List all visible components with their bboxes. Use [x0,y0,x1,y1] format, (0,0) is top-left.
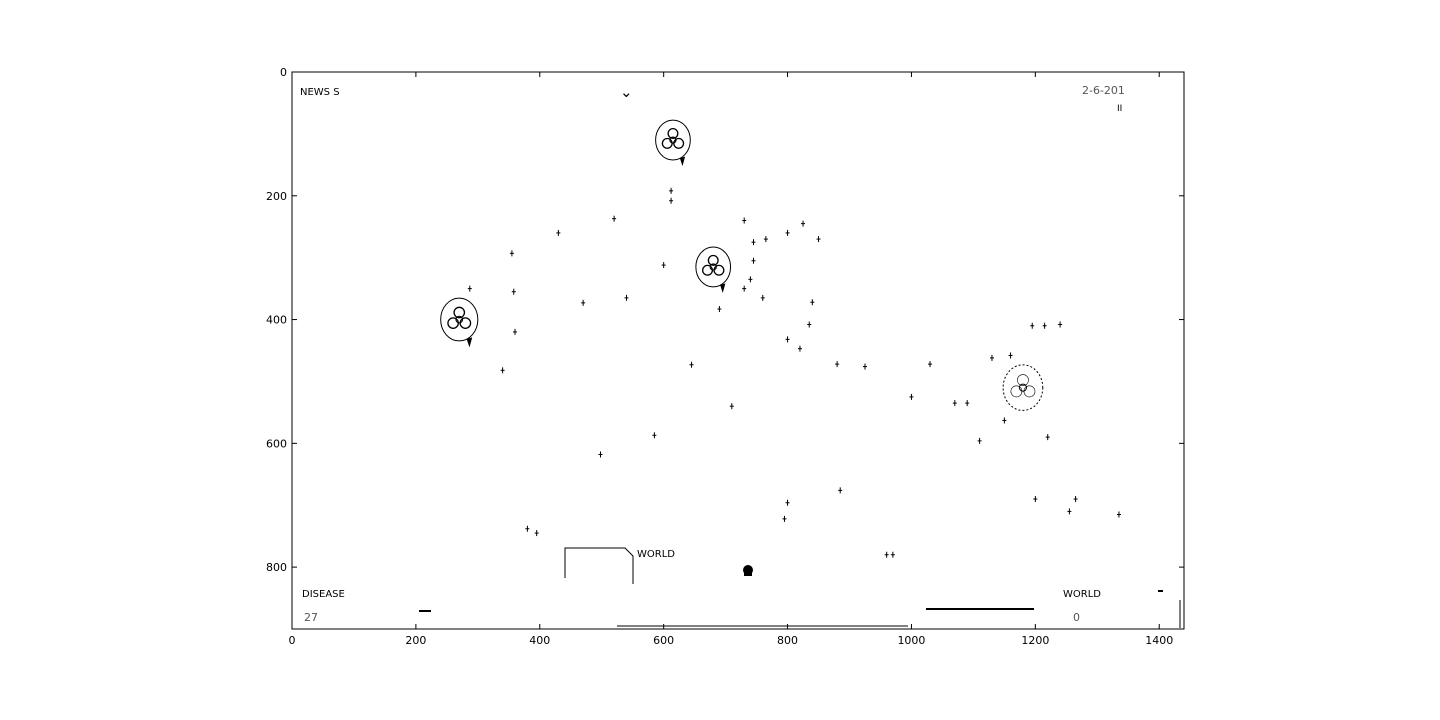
infection-marker [729,403,734,410]
infection-marker [838,487,843,494]
x-tick-label: 400 [529,634,550,647]
infection-marker [890,551,895,558]
infection-marker [1042,322,1047,329]
infection-marker [742,285,747,292]
infection-marker [862,363,867,370]
dismiss-chevron-icon[interactable]: ⌄ [620,83,633,101]
infection-marker [989,354,994,361]
x-tick-label: 200 [405,634,426,647]
infection-marker [1116,511,1121,518]
y-tick-label: 400 [266,314,287,327]
infection-marker [807,321,812,328]
infection-marker [1033,496,1038,503]
infection-marker [748,276,753,283]
infection-marker [801,220,806,227]
infection-marker [1008,352,1013,359]
infection-marker [467,285,472,292]
infection-marker [511,288,516,295]
infection-marker [513,328,517,335]
y-tick-label: 0 [280,66,287,79]
infection-marker [500,367,505,374]
world-value-right: 0 [1073,611,1080,624]
infection-marker [612,215,617,222]
x-tick-label: 1000 [897,634,925,647]
infection-marker [816,236,821,243]
biohazard-icon [661,127,685,149]
status-dot [1158,590,1163,592]
infection-marker [1073,496,1078,503]
x-tick-label: 800 [777,634,798,647]
outbreak-bubble[interactable] [1002,364,1044,411]
infection-marker [624,294,629,301]
infection-marker [669,187,674,194]
infection-marker [884,551,889,558]
infection-marker [928,361,933,368]
infection-marker [965,400,970,407]
infection-marker [785,499,790,506]
infection-marker [751,257,756,264]
infection-markers [467,187,1121,558]
y-tick-label: 800 [266,561,287,574]
news-label[interactable]: NEWS S [300,87,340,98]
infection-marker [581,299,586,306]
infection-marker [782,515,787,522]
infection-marker [909,393,914,400]
infection-marker [1067,508,1072,515]
outbreak-bubble[interactable] [440,297,479,348]
biohazard-icon [702,254,725,276]
infection-marker [760,294,765,301]
infection-marker [509,250,514,257]
world-label-right[interactable]: WORLD [1063,589,1101,600]
infection-marker [556,229,561,236]
infection-marker [763,236,768,243]
x-tick-label: 600 [653,634,674,647]
world-panel-label[interactable]: WORLD [637,549,675,560]
infection-marker [785,336,790,343]
infection-marker [1002,417,1007,424]
skull-icon [743,565,753,575]
skull-jaw-icon [744,573,752,576]
infection-marker [652,432,657,439]
infection-marker [751,239,756,246]
y-tick-label: 200 [266,190,287,203]
x-tick-label: 1200 [1021,634,1049,647]
world-panel-frame [564,547,634,584]
y-axis: 0 200 400 600 800 [266,66,1184,574]
infection-marker [717,306,722,313]
pause-icon[interactable]: II [1117,104,1122,114]
infection-marker [598,451,603,458]
infection-marker [1045,434,1050,441]
plot-border [291,71,1185,630]
x-tick-label: 0 [289,634,296,647]
y-tick-label: 600 [266,437,287,450]
outbreak-bubble[interactable] [655,119,691,167]
outbreak-bubble[interactable] [695,246,732,293]
infection-marker [797,345,802,352]
plot-frame [291,71,1185,630]
disease-value: 27 [304,611,318,624]
x-tick-label: 1400 [1145,634,1173,647]
biohazard-icon [447,306,472,329]
disease-label[interactable]: DISEASE [302,589,345,600]
infection-marker [742,217,747,224]
infection-marker [669,197,674,204]
biohazard-icon [1010,374,1036,398]
infection-marker [534,530,539,537]
x-axis: 0 200 400 600 800 1000 1200 1400 [289,72,1173,647]
outbreak-bubbles[interactable] [440,119,1044,411]
date-display: 2-6-201 [1082,84,1125,97]
infection-marker [1030,322,1035,329]
infection-marker [810,299,815,306]
infection-marker [689,361,694,368]
infection-marker [1058,321,1063,328]
infection-marker [661,262,666,269]
infection-marker [525,525,530,532]
infection-marker [977,437,982,444]
infection-marker [835,361,840,368]
infection-marker [952,400,957,407]
infection-marker [785,229,790,236]
